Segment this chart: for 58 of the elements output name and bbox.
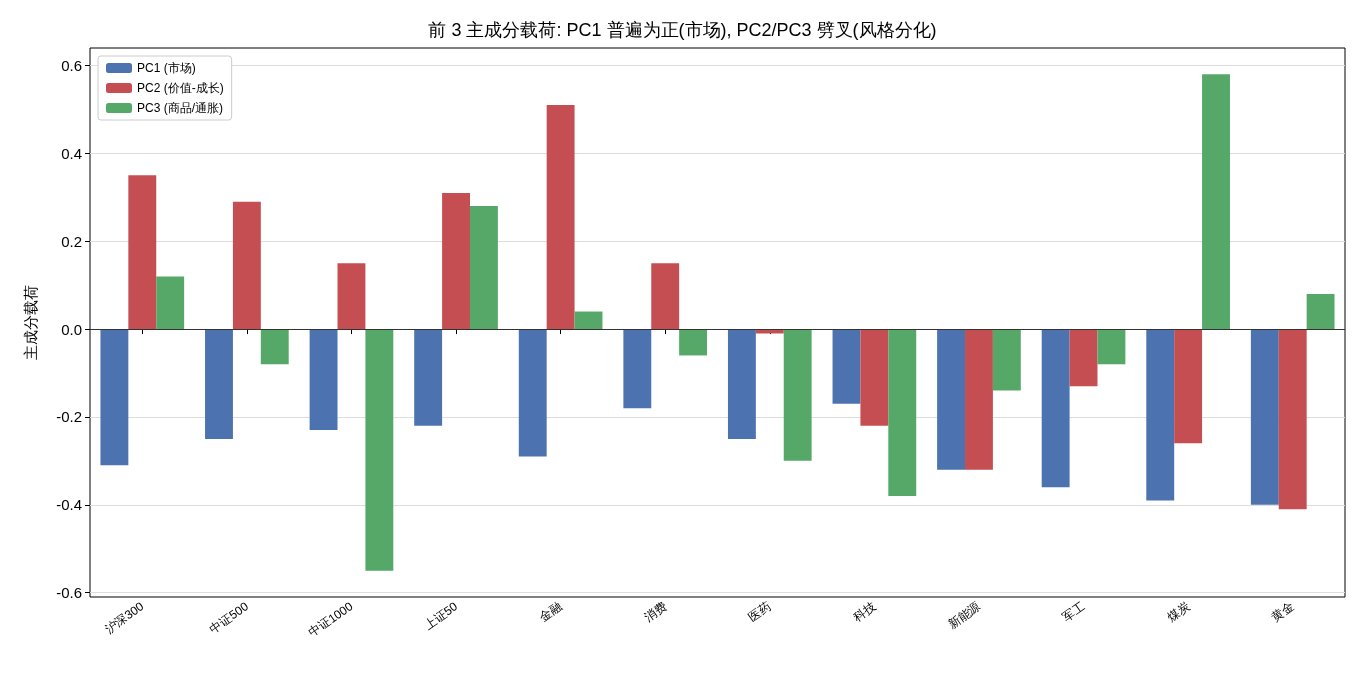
y-tick-label: 0.0 [61,320,82,338]
bar [309,329,338,431]
x-tick-label: 沪深300 [102,599,147,636]
bar [1097,329,1126,365]
bar [1146,329,1175,501]
x-tick-label: 金融 [536,599,565,625]
bar [783,329,812,461]
x-tick-label: 中证500 [206,599,252,636]
x-tick-label: 科技 [850,599,879,625]
bar [992,329,1021,391]
bar [651,263,680,330]
bar [1202,74,1230,330]
y-tick-label: -0.2 [56,408,82,426]
bar [365,329,394,571]
bar [1306,293,1335,330]
bar [1069,329,1098,387]
bar [1041,329,1070,488]
y-tick-label: 0.6 [61,57,82,75]
bar [414,329,443,426]
bar [260,329,289,365]
x-tick-label: 消费 [641,599,670,625]
bar [965,329,993,470]
y-tick-label: -0.4 [56,496,82,514]
y-tick-label: -0.6 [56,584,82,602]
chart-title: 前 3 主成分载荷: PC1 普遍为正(市场), PC2/PC3 劈叉(风格分化) [428,20,937,40]
x-tick-label: 黄金 [1269,599,1297,625]
bar [888,329,917,496]
bar [623,329,652,409]
y-axis-title: 主成分载荷 [22,285,39,360]
x-tick-label: 新能源 [945,599,983,632]
bar [1174,329,1203,444]
bar [128,175,157,330]
bar [727,329,756,439]
bar [156,276,185,330]
bar [1278,329,1307,510]
bar [832,329,861,404]
bar [518,329,547,457]
y-tick-label: 0.2 [61,232,82,250]
legend-label: PC2 (价值-成长) [137,81,224,95]
bar [574,311,603,330]
legend-label: PC3 (商品/通胀) [137,101,224,115]
x-tick-label: 医药 [746,599,774,625]
bar [469,206,498,330]
bar [205,329,233,439]
legend-label: PC1 (市场) [137,61,196,75]
bar [442,192,470,330]
x-tick-label: 煤炭 [1164,599,1193,625]
bar [860,329,889,426]
bar [232,201,261,330]
x-tick-label: 军工 [1059,599,1088,625]
bar [937,329,966,470]
bar [100,329,129,466]
bar [679,329,708,356]
bar [546,105,575,330]
bar [337,263,366,330]
bar [1250,329,1279,505]
y-tick-label: 0.4 [61,144,82,162]
x-tick-label: 上证50 [421,599,461,633]
